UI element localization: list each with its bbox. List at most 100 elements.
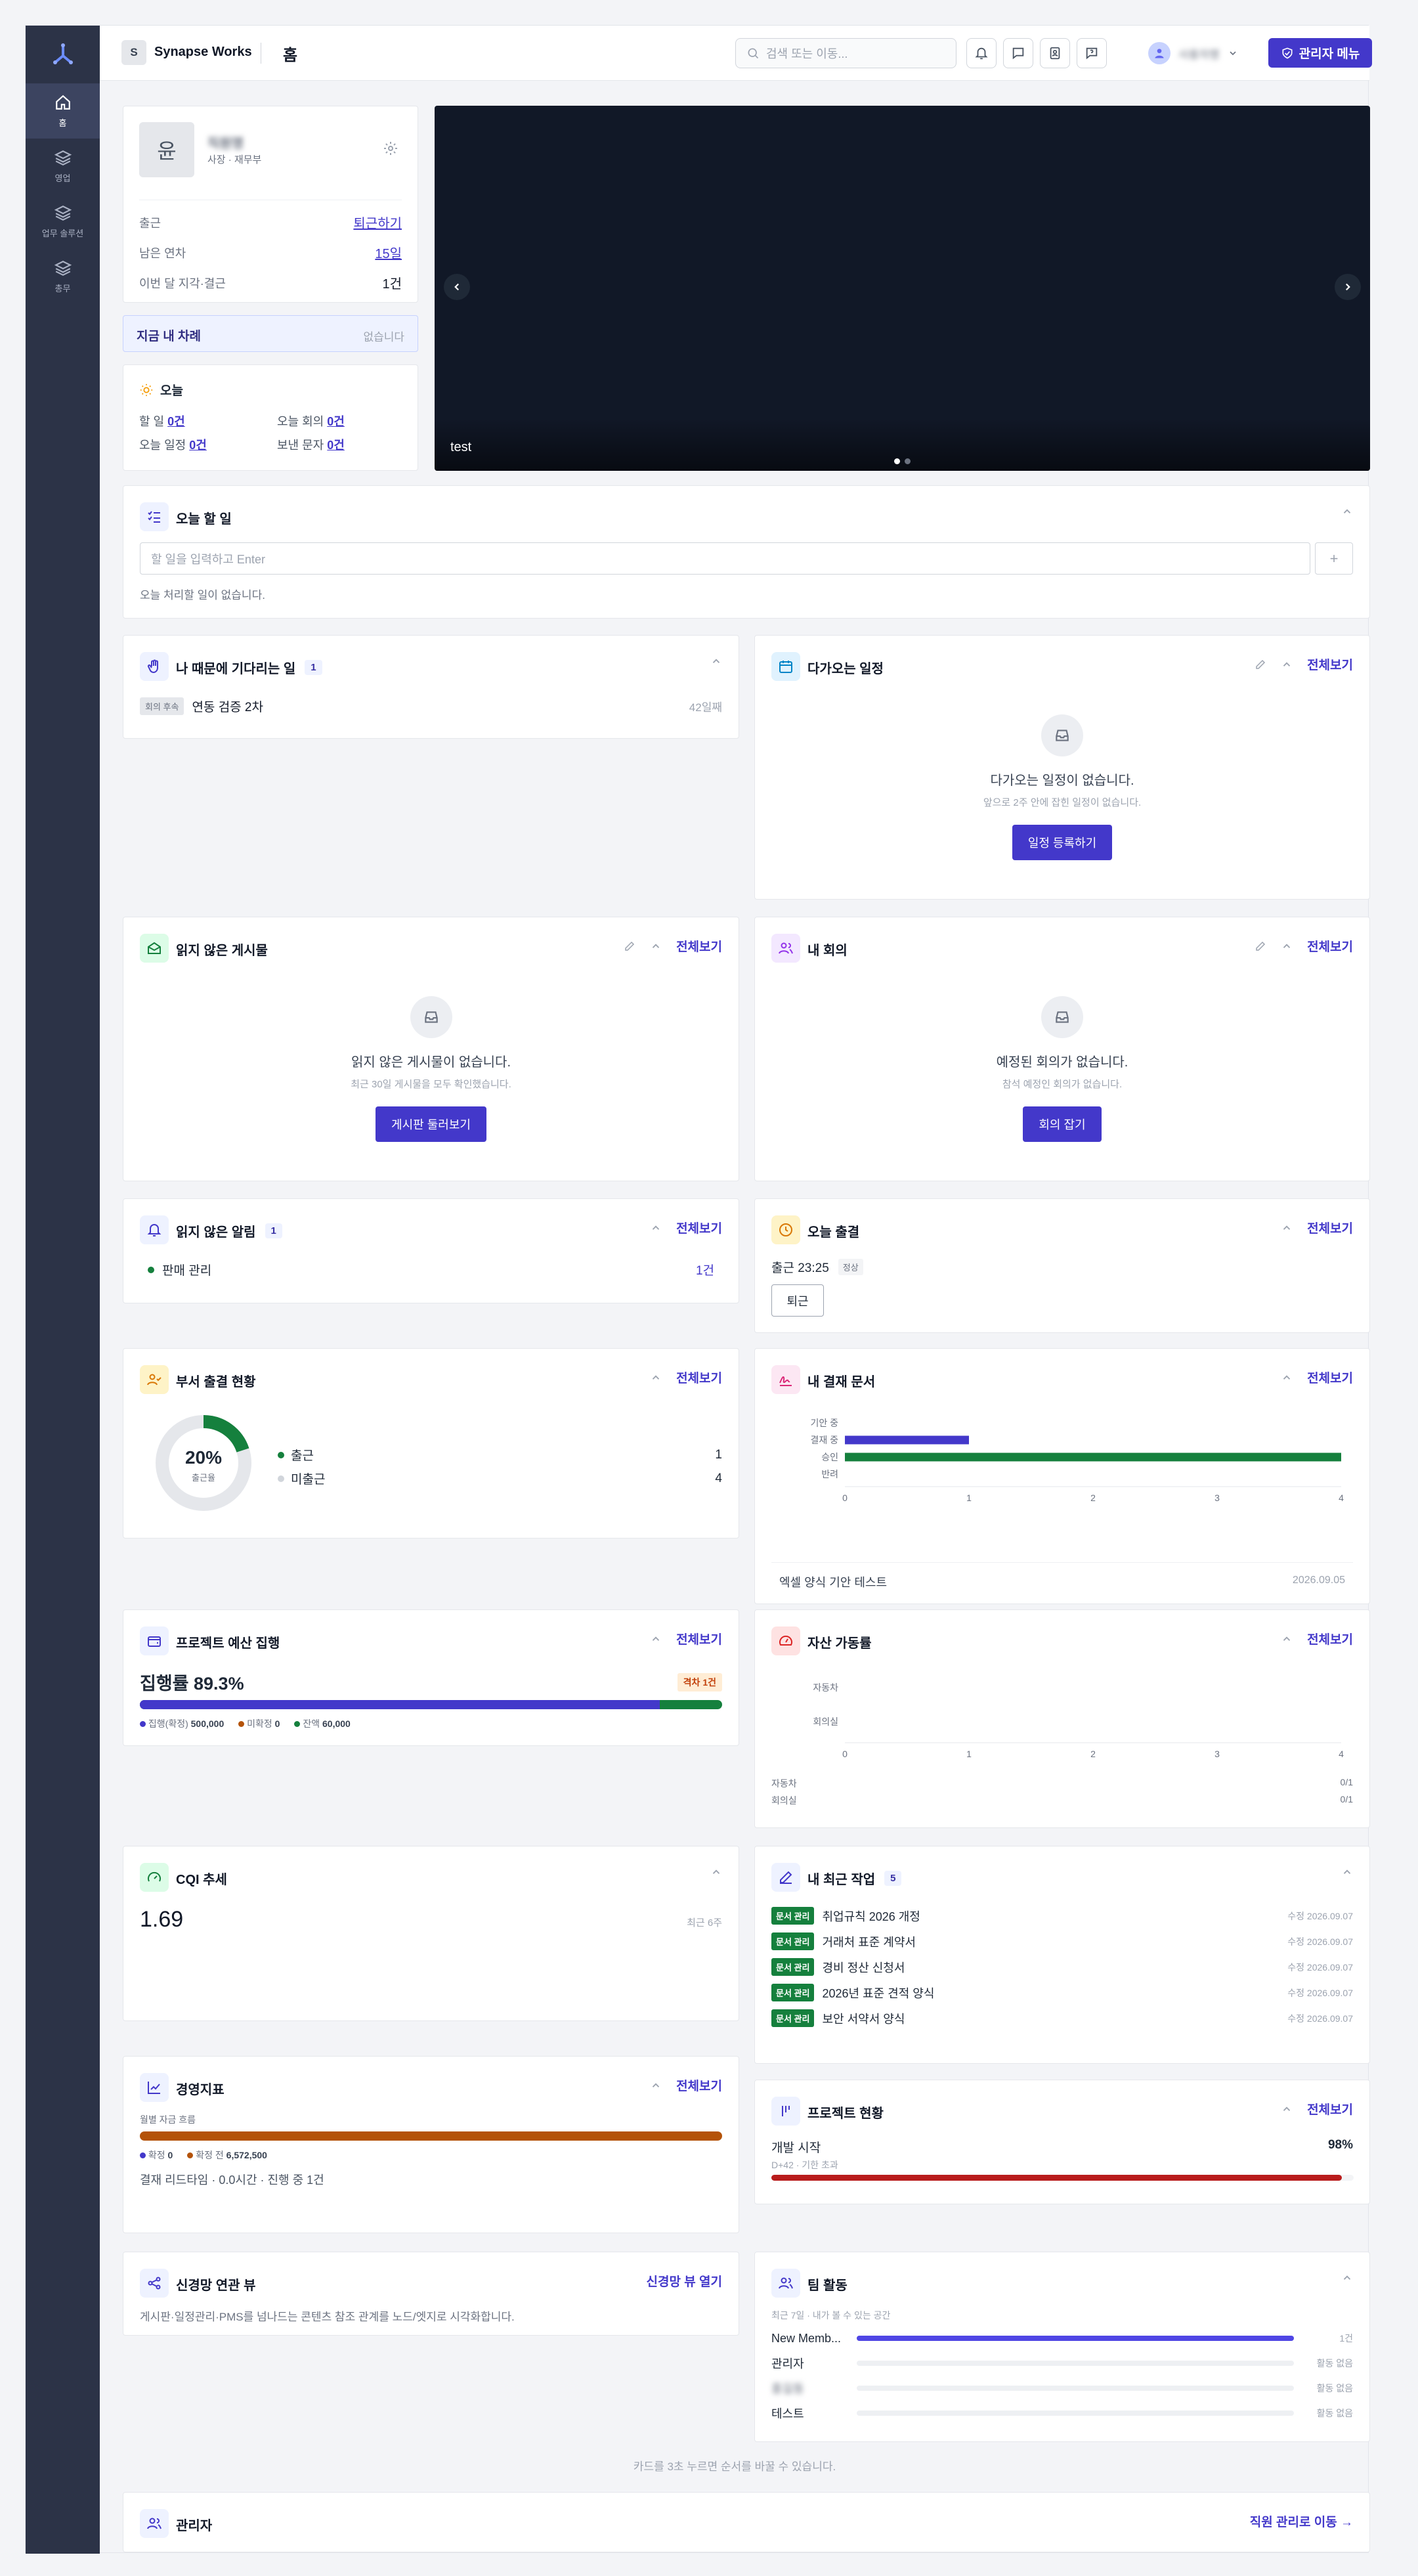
notifications-button[interactable] — [966, 38, 997, 68]
asset-row: 회의실 0/1 — [771, 1794, 1353, 1806]
chevron-up-icon[interactable] — [1281, 1222, 1293, 1234]
today-stat[interactable]: 보낸 문자 0건 — [277, 436, 345, 453]
team-row[interactable]: 관리자 활동 없음 — [771, 2351, 1353, 2376]
employee-management-link[interactable]: 직원 관리로 이동 → — [1249, 2516, 1353, 2529]
sidebar-item-home[interactable]: 홈 — [26, 83, 100, 139]
layers-icon — [54, 205, 72, 221]
legend-value: 4 — [715, 1471, 722, 1485]
page-title: 홈 — [283, 47, 298, 64]
view-all-link[interactable]: 전체보기 — [1307, 659, 1353, 672]
view-all-link[interactable]: 전체보기 — [1307, 1633, 1353, 1647]
clock-out-link[interactable]: 퇴근하기 — [353, 217, 402, 231]
card-title: 내 결재 문서 — [807, 1375, 876, 1389]
list-item[interactable]: 문서 관리 취업규칙 2026 개정 수정 2026.09.07 — [771, 1903, 1353, 1929]
team-row[interactable]: New Memb... 1건 — [771, 2326, 1353, 2351]
open-graph-link[interactable]: 신경망 뷰 열기 — [646, 2275, 722, 2289]
user-menu[interactable]: 사용자명 — [1148, 40, 1238, 66]
gear-icon[interactable] — [383, 141, 398, 156]
card-actions: 신경망 뷰 열기 — [647, 2272, 722, 2290]
view-all-link[interactable]: 전체보기 — [1307, 2103, 1353, 2117]
clock-out-button[interactable]: 퇴근 — [771, 1284, 824, 1317]
list-item[interactable]: 문서 관리 거래처 표준 계약서 수정 2026.09.07 — [771, 1929, 1353, 1954]
carousel-dot-active[interactable] — [894, 458, 900, 464]
list-item[interactable]: 회의 후속 연동 검증 2차 42일째 — [140, 697, 722, 715]
category-label: 결재 중 — [810, 1435, 838, 1445]
list-item[interactable]: 문서 관리 경비 정산 신청서 수정 2026.09.07 — [771, 1954, 1353, 1980]
team-row[interactable]: 테스트 활동 없음 — [771, 2401, 1353, 2426]
edit-icon[interactable] — [1255, 659, 1266, 670]
gauge-icon — [771, 1626, 800, 1655]
workspace-name[interactable]: Synapse Works — [154, 45, 252, 59]
contacts-button[interactable] — [1040, 38, 1070, 68]
today-stat[interactable]: 오늘 일정 0건 — [139, 436, 207, 453]
app-logo[interactable] — [26, 26, 100, 83]
admin-menu-button[interactable]: 관리자 메뉴 — [1268, 38, 1372, 68]
view-all-link[interactable]: 전체보기 — [1307, 1222, 1353, 1236]
workspace-badge[interactable]: S — [121, 40, 146, 65]
search-input[interactable]: 검색 또는 이동... — [735, 38, 956, 68]
chevron-up-icon[interactable] — [1281, 1372, 1293, 1384]
view-all-link[interactable]: 전체보기 — [676, 940, 722, 954]
view-all-link[interactable]: 전체보기 — [676, 1222, 722, 1236]
empty-state: 다가오는 일정이 없습니다. 앞으로 2주 안에 잡힌 일정이 없습니다. 일정… — [755, 714, 1369, 860]
list-item[interactable]: 문서 관리 2026년 표준 견적 양식 수정 2026.09.07 — [771, 1980, 1353, 2005]
add-schedule-button[interactable]: 일정 등록하기 — [1012, 825, 1113, 860]
tick-label: 4 — [1339, 1493, 1344, 1503]
view-all-link[interactable]: 전체보기 — [676, 1372, 722, 1386]
chevron-up-icon[interactable] — [1341, 2272, 1353, 2284]
edit-icon[interactable] — [1255, 940, 1266, 952]
attendance-card: 오늘 출결 전체보기 출근 23:25 정상 퇴근 — [754, 1198, 1370, 1333]
card-actions: 전체보기 — [650, 1630, 722, 1648]
chevron-up-icon[interactable] — [650, 1372, 662, 1384]
chevron-up-icon[interactable] — [650, 1633, 662, 1645]
banner-carousel[interactable]: test — [435, 106, 1370, 471]
admin-menu-label: 관리자 메뉴 — [1299, 47, 1360, 61]
chevron-up-icon[interactable] — [650, 940, 662, 952]
chevron-up-icon[interactable] — [1281, 2103, 1293, 2115]
team-row[interactable]: 홍길동 활동 없음 — [771, 2376, 1353, 2401]
schedule-meeting-button[interactable]: 회의 잡기 — [1023, 1106, 1102, 1142]
project-name[interactable]: 개발 시작 — [771, 2141, 821, 2155]
chevron-up-icon[interactable] — [710, 1866, 722, 1878]
speedometer-icon — [140, 1863, 169, 1892]
chevron-up-icon[interactable] — [1281, 659, 1293, 670]
wallet-icon — [140, 1626, 169, 1655]
view-all-link[interactable]: 전체보기 — [676, 1633, 722, 1647]
chevron-up-icon[interactable] — [1281, 940, 1293, 952]
carousel-dot[interactable] — [905, 458, 911, 464]
view-all-link[interactable]: 전체보기 — [676, 2080, 722, 2093]
carousel-next-button[interactable] — [1335, 274, 1361, 300]
list-item[interactable]: 판매 관리 1건 — [148, 1261, 714, 1278]
chevron-up-icon[interactable] — [1341, 506, 1353, 517]
leave-link[interactable]: 15일 — [375, 247, 402, 261]
list-item[interactable]: 문서 관리 보안 서약서 양식 수정 2026.09.07 — [771, 2005, 1353, 2031]
count-badge: 5 — [884, 1871, 902, 1886]
approval-doc-title[interactable]: 엑셀 양식 기안 테스트 — [779, 1576, 888, 1589]
browse-board-button[interactable]: 게시판 둘러보기 — [376, 1106, 486, 1142]
avatar — [1148, 42, 1171, 64]
view-all-link[interactable]: 전체보기 — [1307, 940, 1353, 954]
item-age: 42일째 — [689, 701, 722, 714]
sidebar-item-sales[interactable]: 영업 — [26, 139, 100, 194]
today-stat[interactable]: 오늘 회의 0건 — [277, 412, 345, 429]
chevron-up-icon[interactable] — [710, 655, 722, 667]
chevron-up-icon[interactable] — [650, 2080, 662, 2091]
view-all-link[interactable]: 전체보기 — [1307, 1372, 1353, 1386]
carousel-prev-button[interactable] — [444, 274, 470, 300]
empty-state: 읽지 않은 게시물이 없습니다. 최근 30일 게시물을 모두 확인했습니다. … — [123, 996, 739, 1142]
legend-label: 출근 — [291, 1449, 314, 1463]
today-stat[interactable]: 할 일 0건 — [139, 412, 185, 429]
help-button[interactable] — [1077, 38, 1107, 68]
chevron-up-icon[interactable] — [1281, 1633, 1293, 1645]
sidebar-item-solutions[interactable]: 업무 솔루션 — [26, 194, 100, 249]
my-turn-bar[interactable]: 지금 내 차례 없습니다 — [123, 315, 418, 352]
tick-label: 4 — [1339, 1749, 1344, 1759]
sidebar-item-general[interactable]: 총무 — [26, 249, 100, 304]
add-todo-button[interactable]: + — [1315, 542, 1353, 575]
messages-button[interactable] — [1003, 38, 1033, 68]
todo-input[interactable]: 할 일을 입력하고 Enter — [140, 542, 1310, 575]
chevron-up-icon[interactable] — [1341, 1866, 1353, 1878]
chevron-up-icon[interactable] — [650, 1222, 662, 1234]
edit-icon[interactable] — [624, 940, 635, 952]
